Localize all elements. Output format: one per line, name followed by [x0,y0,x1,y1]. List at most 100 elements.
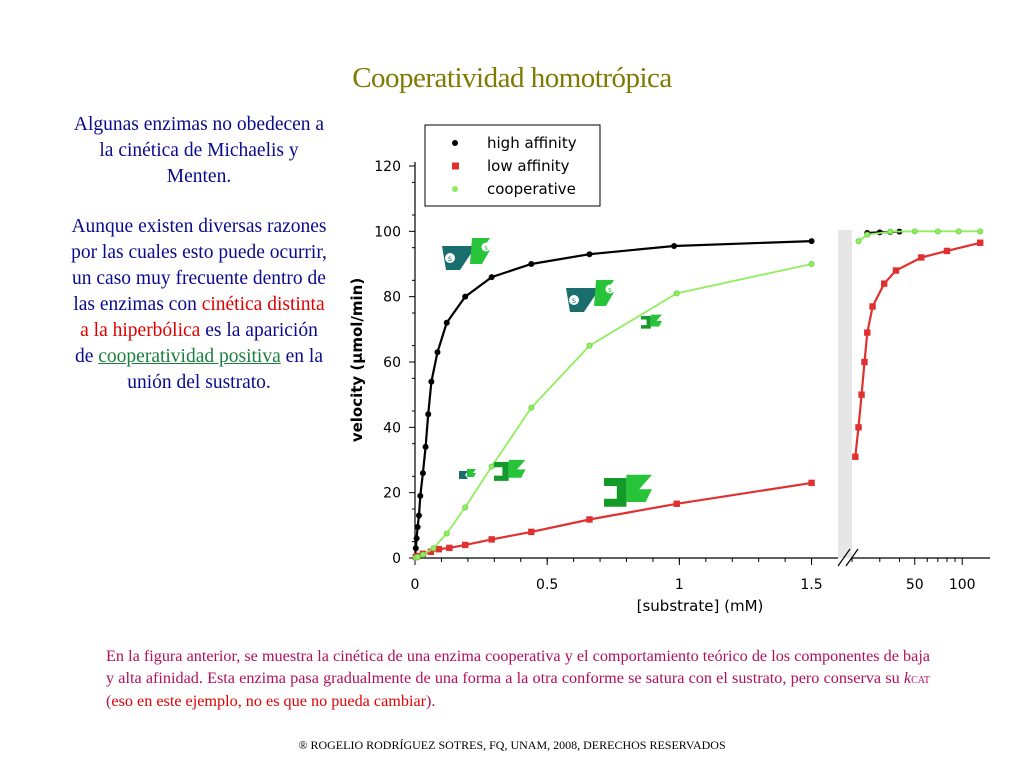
intro-paragraph-1: Algunas enzimas no obedecen a la cinétic… [73,114,325,187]
enzyme-small-green-icon [641,314,662,329]
y-tick-label-20: 20 [383,486,401,502]
y-tick-label-80: 80 [383,290,401,306]
axis-break-slash [837,548,851,567]
x-tick-label-1.5: 1.5 [800,577,822,593]
data-point [977,228,984,235]
series-line [414,263,812,559]
data-point [976,239,984,246]
series-low-affinity [412,239,984,561]
data-point [673,290,680,297]
data-point [855,424,862,431]
data-point [911,228,918,235]
x-tick-label-0.5: 0.5 [536,577,558,593]
data-point [528,528,535,536]
data-point [446,544,453,552]
data-point [412,545,419,552]
subunit-b [626,474,652,502]
legend-marker-high-affinity [452,140,458,146]
slide-title: Cooperatividad homotrópica [352,62,672,94]
legend-label-cooperative: cooperative [487,180,576,198]
substrate-letter: s [572,296,576,305]
y-tick-label-60: 60 [383,355,401,371]
intro-text-b: es la aparición de [74,320,318,367]
caption-note: eso en este ejemplo, no es que no pueda … [111,692,427,710]
enzyme-tiny-icon [459,469,476,479]
intro-text-c: en la unión del sustrato. [127,346,323,393]
data-point [428,378,435,385]
axis-break-band [838,230,852,558]
series-line-broken [854,241,981,457]
data-point [413,535,420,542]
substrate-letter: s [484,244,488,252]
data-point [861,358,868,366]
chart-legend: high affinity low affinity cooperative [424,124,601,207]
data-point [934,228,941,235]
data-point [864,329,871,336]
data-point [417,492,424,499]
data-point [887,228,894,235]
teal-subunit [442,246,476,270]
data-point [869,303,876,310]
subunit-a [641,316,651,329]
data-point [671,243,678,250]
data-point [462,293,469,300]
data-point [855,238,862,245]
y-tick-label-40: 40 [383,420,401,436]
caption-paren-close: ). [426,692,436,710]
data-point [462,504,469,511]
data-point [462,541,469,549]
data-point [488,274,495,281]
x-tick-label-1: 1 [675,577,684,593]
enzyme-teal-substrate-icon: ss [442,238,491,270]
data-point [434,349,441,356]
series-line-broken [857,230,981,242]
data-point [528,261,535,267]
data-point [419,551,426,558]
y-tick-label-100: 100 [374,224,401,240]
series-cooperative [412,228,984,561]
data-point [488,536,495,543]
data-point [892,267,900,274]
legend-label-low-affinity: low affinity [487,157,570,175]
subunit-a [494,462,509,481]
kcat-symbol: k [903,668,912,687]
data-point [430,545,437,552]
data-point [673,500,680,507]
legend-marker-cooperative [452,186,458,192]
data-point [488,463,495,470]
data-point [880,280,888,287]
data-point [586,251,593,258]
subunit-b [650,314,662,327]
legend-label-high-affinity: high affinity [487,134,577,152]
x-tick-label-0: 0 [411,577,420,593]
y-tick-label-120: 120 [374,159,401,175]
data-point [427,548,435,555]
data-point [414,554,421,561]
data-point [586,342,593,349]
substrate-dot [481,242,491,252]
data-point [586,516,593,523]
enzyme-small-green-icon [494,459,526,481]
intro-text: Algunas enzimas no obedecen a la cinétic… [70,112,328,420]
x-axis-label: [substrate] (mM) [637,597,764,615]
tiny-green [467,469,476,477]
axis-break-slash [845,548,859,567]
enzyme-green-substrate-icon: ss [566,280,615,312]
highlight-non-hyperbolic: cinética distinta a la hiperbólica [80,294,325,341]
tiny-teal [459,471,468,479]
data-point [422,443,429,450]
x-broken-tick-label-100: 100 [949,577,976,593]
substrate-dot [569,295,579,305]
caption-paren-open: ( [106,692,112,710]
teal-subunit [566,288,600,312]
substrate-letter: s [608,286,612,294]
series-high-affinity [412,228,903,559]
y-axis-label: velocity (µmol/min) [348,278,366,442]
intro-text-a: Aunque existen diversas razones por las … [71,216,327,315]
cooperativity-link[interactable]: cooperatividad positiva [98,346,281,367]
caption-text: En la figura anterior, se muestra la cin… [106,647,930,687]
data-point [425,411,432,418]
chart-series [412,228,984,561]
chart-axes: 0 20 40 60 80 100 120 0 0.5 1 1.5 50 100 [substrate] … [348,159,990,615]
